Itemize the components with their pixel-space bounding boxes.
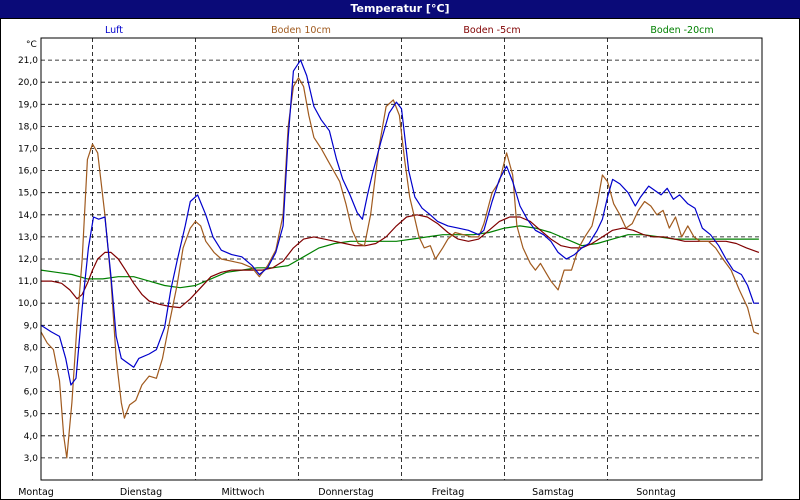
y-tick-label: 7,0 — [24, 366, 39, 376]
x-day-label: Dienstag — [120, 487, 162, 498]
chart-frame: 3,0 4,0 5,0 6,0 7,0 8,0 9,0 10,0 11,0 12,0 13,0 14,… — [0, 18, 800, 500]
series-line-boden-5cm — [41, 214, 760, 309]
plot-border — [40, 37, 763, 481]
legend: Luft Boden 10cm Boden -5cm Boden -20cm — [105, 25, 714, 36]
y-tick-label: 3,0 — [24, 454, 39, 464]
y-axis-unit: °C — [26, 40, 37, 50]
series-line-boden-20cm — [40, 225, 759, 289]
y-tick-label: 4,0 — [24, 432, 39, 442]
legend-entry: Boden -5cm — [463, 25, 520, 36]
temperature-chart: 3,0 4,0 5,0 6,0 7,0 8,0 9,0 10,0 11,0 12,0 13,0 14,… — [18, 25, 763, 498]
y-tick-label: 5,0 — [24, 410, 39, 420]
y-axis-ticks: 3,0 4,0 5,0 6,0 7,0 8,0 9,0 10,0 11,0 12,0 13,0 14,… — [18, 56, 38, 464]
legend-entry: Boden 10cm — [271, 25, 331, 36]
legend-entry: Luft — [105, 25, 123, 36]
y-tick-label: 11,0 — [18, 277, 38, 287]
y-tick-label: 15,0 — [18, 189, 38, 199]
grid-lines — [41, 38, 762, 480]
x-day-label: Freitag — [432, 487, 465, 498]
y-tick-label: 16,0 — [18, 167, 38, 177]
legend-entry: Boden -20cm — [650, 25, 713, 36]
y-tick-label: 10,0 — [18, 299, 38, 309]
x-axis-day-labels: Montag19.10.20Dienstag20.10.20Mittwoch21… — [18, 487, 676, 498]
x-day-label: Sonntag — [636, 487, 675, 498]
y-tick-label: 6,0 — [24, 388, 39, 398]
y-tick-label: 8,0 — [24, 343, 39, 353]
series-line-boden-10cm — [40, 77, 760, 459]
y-tick-label: 19,0 — [18, 100, 38, 110]
y-tick-label: 18,0 — [18, 122, 38, 132]
series-line-luft — [40, 59, 759, 386]
y-tick-label: 9,0 — [24, 321, 39, 331]
y-tick-label: 17,0 — [18, 145, 38, 155]
series-lines — [40, 59, 760, 459]
y-tick-label: 13,0 — [18, 233, 38, 243]
x-day-label: Montag — [18, 487, 54, 498]
chart-title: Temperatur [°C] — [0, 0, 800, 18]
y-tick-label: 20,0 — [18, 78, 38, 88]
x-day-label: Donnerstag — [318, 487, 373, 498]
x-day-label: Samstag — [532, 487, 574, 498]
y-tick-label: 21,0 — [18, 56, 38, 66]
x-day-label: Mittwoch — [221, 487, 264, 498]
y-tick-label: 12,0 — [18, 255, 38, 265]
y-tick-label: 14,0 — [18, 211, 38, 221]
